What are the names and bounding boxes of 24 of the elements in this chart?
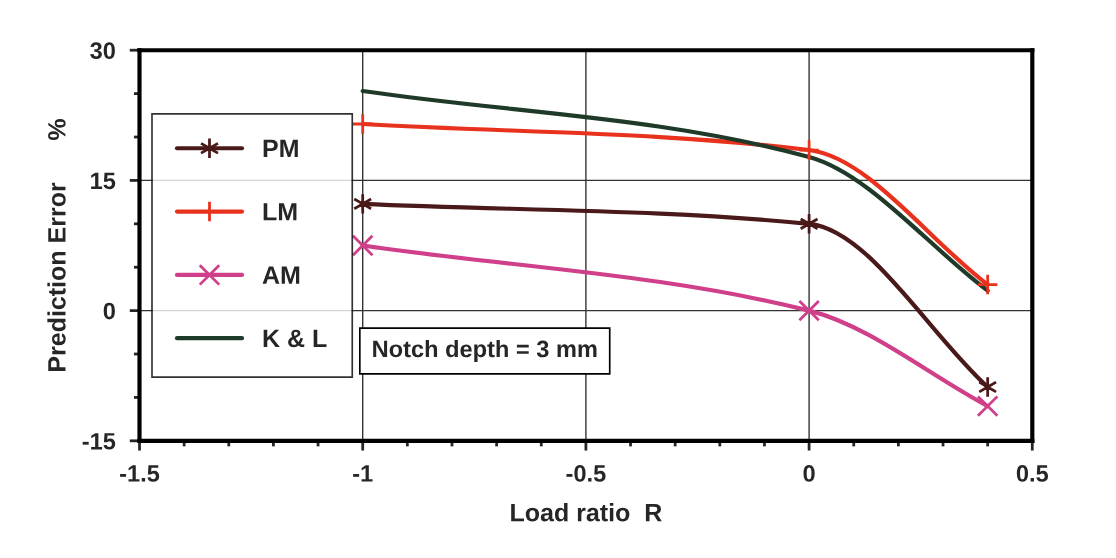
point: [352, 192, 373, 215]
point: [976, 273, 999, 296]
legend-label: K & L: [263, 329, 327, 348]
y-tick-label: 15: [91, 172, 116, 190]
legend-label: LM: [263, 203, 297, 221]
legend-label: AM: [262, 266, 300, 284]
x-tick-label: -1: [353, 465, 373, 482]
x-tick-label: -0.5: [566, 465, 606, 482]
y-tick-label: -15: [82, 433, 116, 450]
annotation: Notch depth = 3 mm: [373, 339, 597, 362]
legend-label: PM: [263, 139, 298, 158]
point: [351, 234, 374, 257]
point: [976, 394, 999, 418]
y-tick-label: 30: [90, 42, 115, 60]
y-axis-title: Prediction Error %: [47, 119, 66, 371]
point: [977, 375, 998, 399]
x-tick-label: 0: [803, 465, 815, 482]
x-tick-label: 0.5: [1016, 465, 1049, 482]
x-tick-label: -1.5: [120, 465, 160, 482]
point: [797, 138, 821, 162]
point: [797, 299, 821, 322]
point: [351, 112, 374, 136]
x-axis-title: Load ratio R: [511, 503, 662, 522]
y-tick-label: 0: [103, 302, 115, 320]
